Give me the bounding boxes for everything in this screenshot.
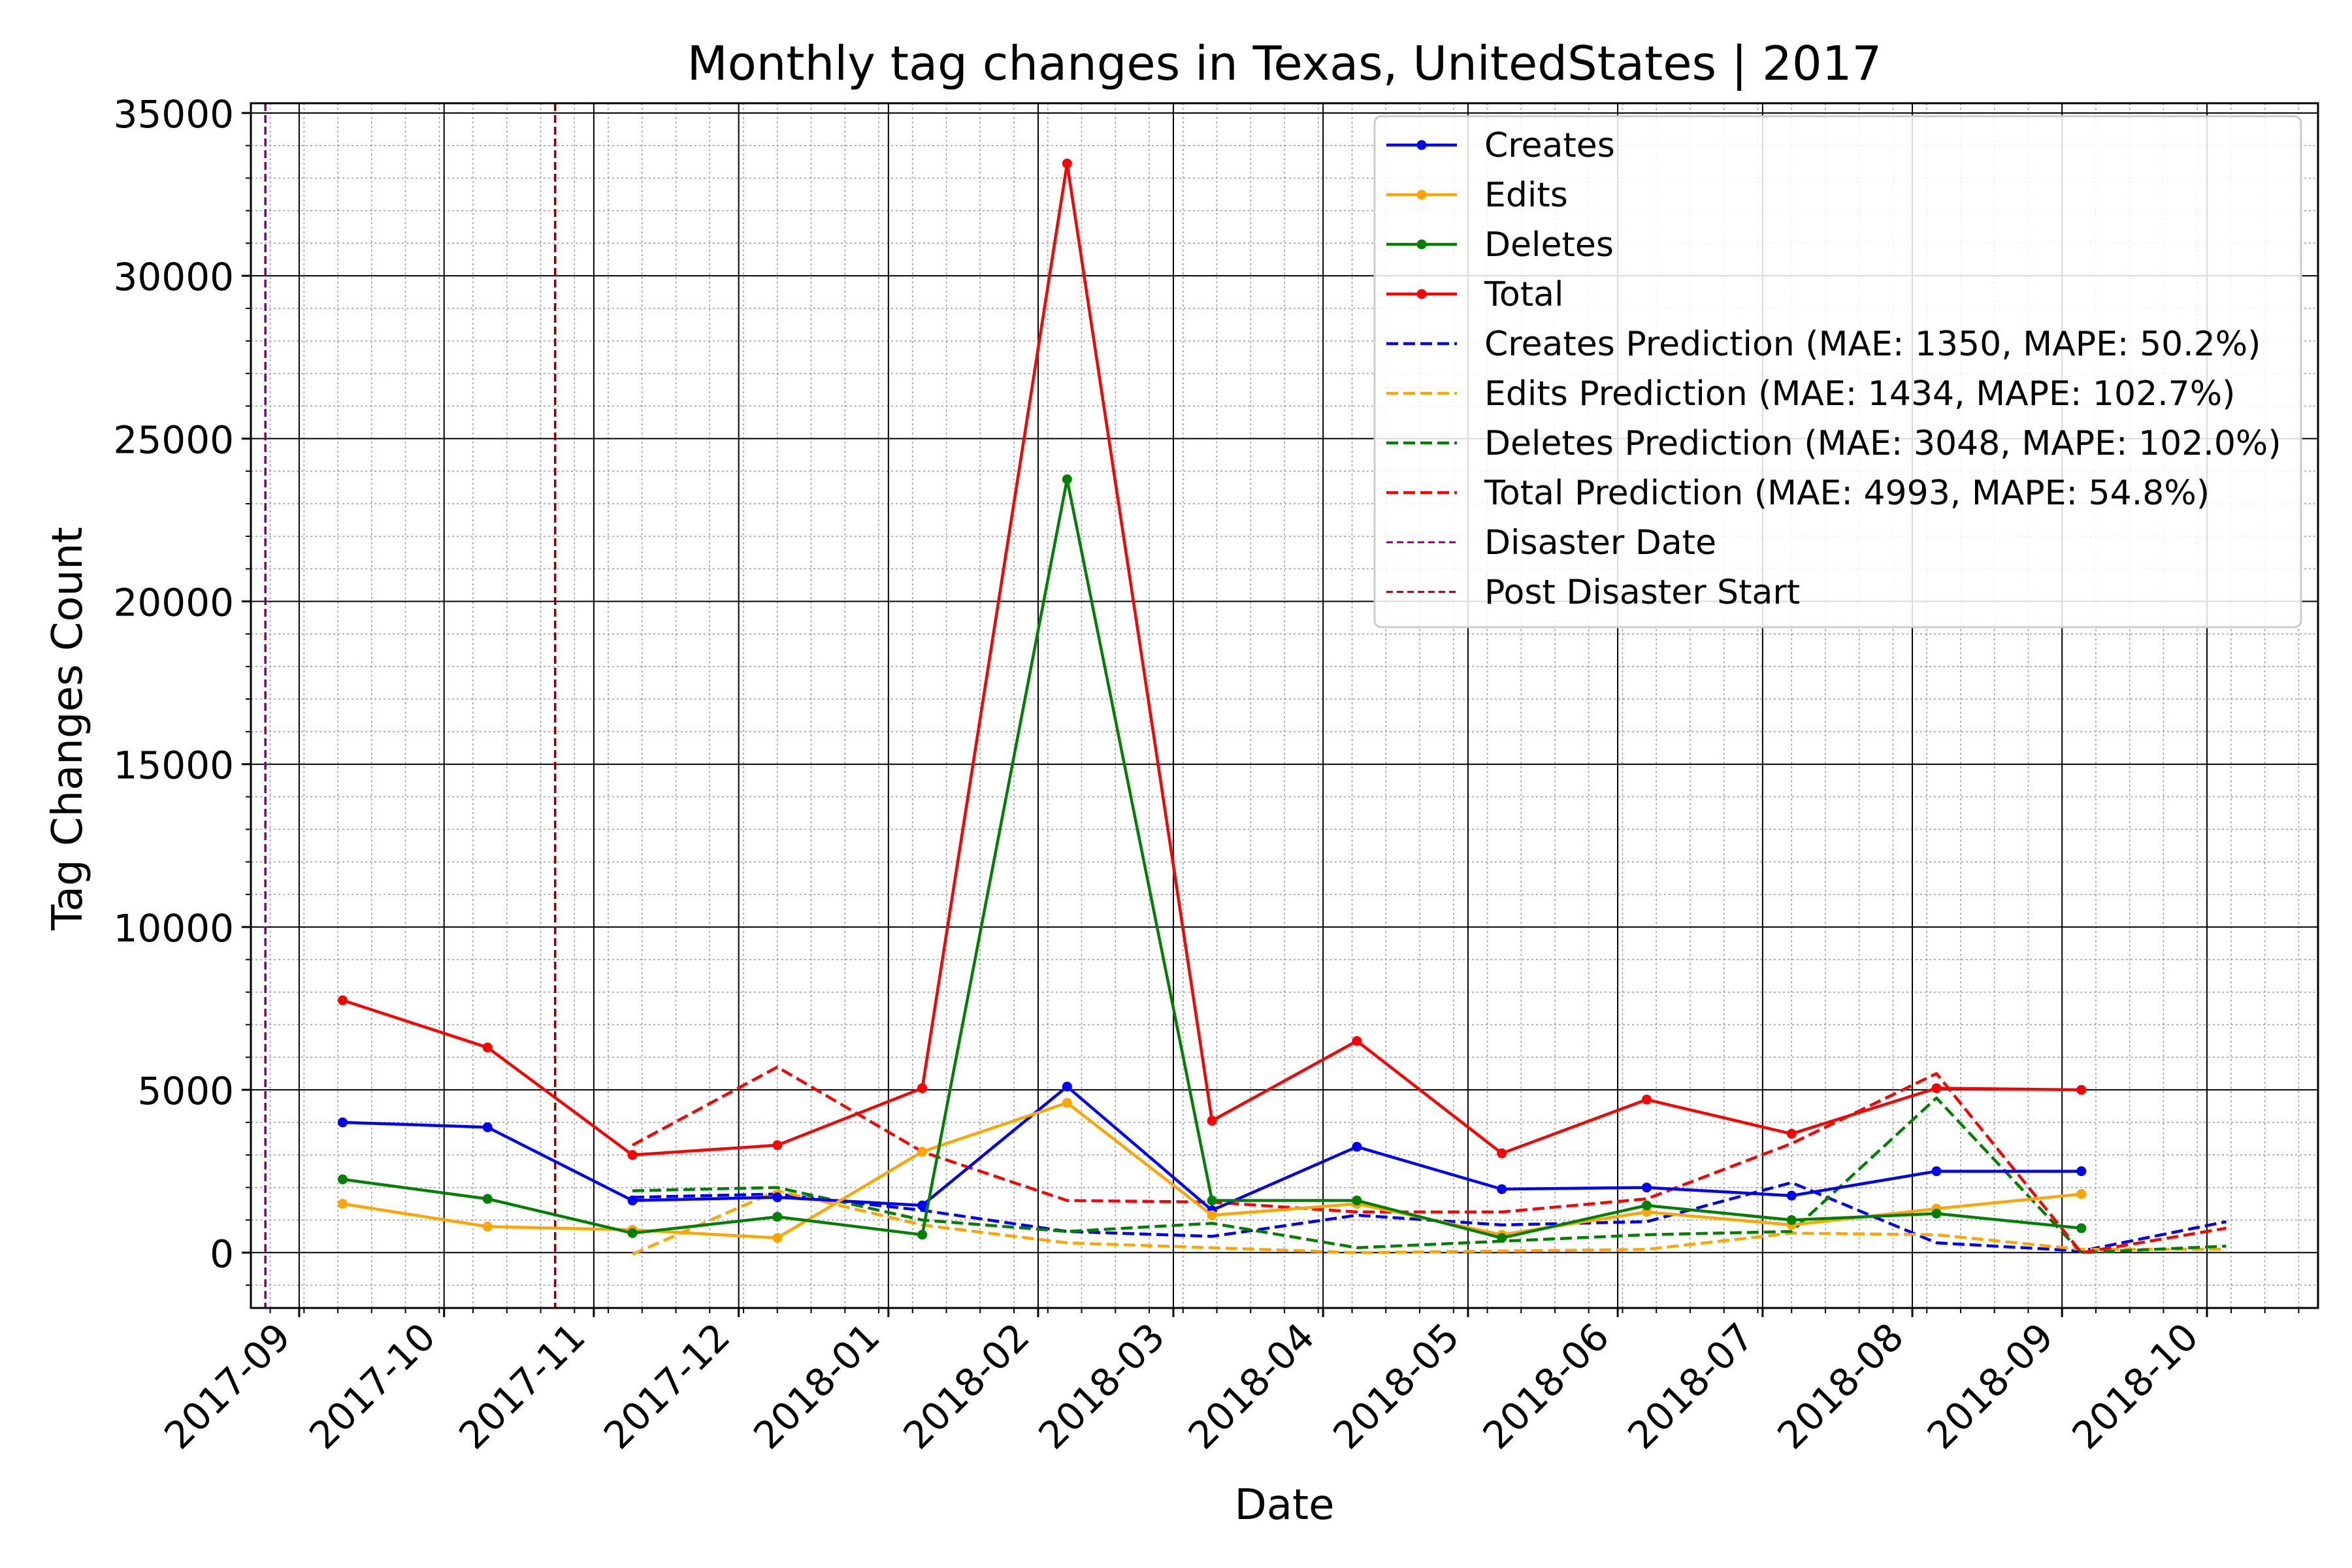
data-point-creates <box>337 1117 348 1128</box>
data-point-edits <box>772 1233 783 1243</box>
legend-label-total-prediction: Total Prediction (MAE: 4993, MAPE: 54.8%… <box>1484 474 2210 513</box>
data-point-deletes <box>1352 1196 1362 1206</box>
data-point-creates <box>1786 1190 1797 1201</box>
data-point-edits <box>917 1147 928 1157</box>
x-axis-label: Date <box>1235 1481 1335 1529</box>
legend-marker-total <box>1416 289 1427 299</box>
data-point-edits <box>337 1199 348 1209</box>
series-line-deletes-prediction <box>632 1096 2227 1254</box>
legend-marker-deletes <box>1416 239 1427 250</box>
data-point-total <box>772 1140 783 1151</box>
data-point-total <box>1352 1036 1362 1046</box>
y-tick-label: 0 <box>210 1232 234 1276</box>
data-point-deletes <box>482 1194 493 1204</box>
y-tick-label: 5000 <box>137 1069 234 1113</box>
y-tick-label: 25000 <box>113 417 234 462</box>
legend-label-post-disaster-start: Post Disaster Start <box>1484 573 1800 612</box>
data-point-deletes <box>337 1174 348 1184</box>
data-point-creates <box>1352 1141 1362 1152</box>
data-point-total <box>1497 1148 1507 1158</box>
data-point-total <box>1641 1094 1652 1105</box>
legend-marker-edits <box>1416 189 1427 200</box>
data-point-edits <box>482 1221 493 1232</box>
legend-label-creates: Creates <box>1484 126 1615 165</box>
legend-label-edits-prediction: Edits Prediction (MAE: 1434, MAPE: 102.7… <box>1484 374 2235 414</box>
data-point-total <box>1207 1115 1217 1126</box>
data-point-creates <box>1497 1184 1507 1194</box>
data-point-total <box>917 1083 928 1094</box>
legend-label-total: Total <box>1484 275 1563 314</box>
data-point-creates <box>482 1122 493 1132</box>
legend-box <box>1373 115 2302 629</box>
data-point-deletes <box>627 1228 638 1238</box>
series-line-total-prediction <box>631 1065 2227 1254</box>
chart-title: Monthly tag changes in Texas, UnitedStat… <box>687 36 1882 91</box>
series-line-edits-prediction <box>632 1189 2227 1256</box>
data-point-creates <box>1641 1183 1652 1193</box>
data-point-total <box>1062 158 1072 169</box>
series-layer <box>337 158 2227 1256</box>
data-point-creates <box>2076 1166 2087 1177</box>
data-point-deletes <box>772 1211 783 1222</box>
data-point-creates <box>1062 1081 1072 1092</box>
data-point-deletes <box>1786 1215 1797 1225</box>
data-point-deletes <box>1207 1196 1217 1206</box>
data-point-deletes <box>1641 1200 1652 1211</box>
data-point-total <box>482 1042 493 1053</box>
legend-label-deletes-prediction: Deletes Prediction (MAE: 3048, MAPE: 102… <box>1484 424 2281 463</box>
data-point-total <box>337 995 348 1005</box>
y-tick-label: 10000 <box>113 906 234 951</box>
data-point-creates <box>1931 1166 1942 1177</box>
legend-label-edits: Edits <box>1484 176 1568 215</box>
y-tick-label: 35000 <box>113 92 234 137</box>
y-axis-label: Tag Changes Count <box>44 527 92 930</box>
minor-gridlines <box>251 103 2318 1308</box>
legend-label-deletes: Deletes <box>1484 225 1614 265</box>
data-point-deletes <box>2076 1223 2087 1233</box>
data-point-deletes <box>1062 474 1072 485</box>
data-point-edits <box>2076 1189 2087 1200</box>
data-point-edits <box>1207 1210 1217 1220</box>
legend-label-creates-prediction: Creates Prediction (MAE: 1350, MAPE: 50.… <box>1484 325 2261 364</box>
data-point-deletes <box>917 1230 928 1240</box>
y-tick-label: 15000 <box>113 743 234 788</box>
y-tick-label: 30000 <box>113 255 234 299</box>
major-gridlines <box>251 103 2318 1308</box>
data-point-deletes <box>1931 1208 1942 1218</box>
reference-lines <box>264 103 557 1308</box>
data-point-deletes <box>1497 1233 1507 1243</box>
legend-marker-creates <box>1416 140 1427 150</box>
data-point-creates <box>627 1196 638 1206</box>
data-point-total <box>627 1150 638 1160</box>
data-point-edits <box>1062 1098 1072 1108</box>
y-axis: 0 5000 10000 15000 20000 25000 30000 35000 <box>113 92 251 1286</box>
data-point-creates <box>772 1192 783 1203</box>
data-point-creates <box>917 1200 928 1211</box>
data-point-total <box>2076 1085 2087 1095</box>
data-point-total <box>1786 1128 1797 1139</box>
legend-label-disaster-date: Disaster Date <box>1484 523 1716 563</box>
data-point-total <box>1931 1083 1942 1094</box>
legend: Creates Edits Deletes Total Creates Predicti… <box>1373 115 2302 629</box>
y-tick-label: 20000 <box>113 581 234 625</box>
